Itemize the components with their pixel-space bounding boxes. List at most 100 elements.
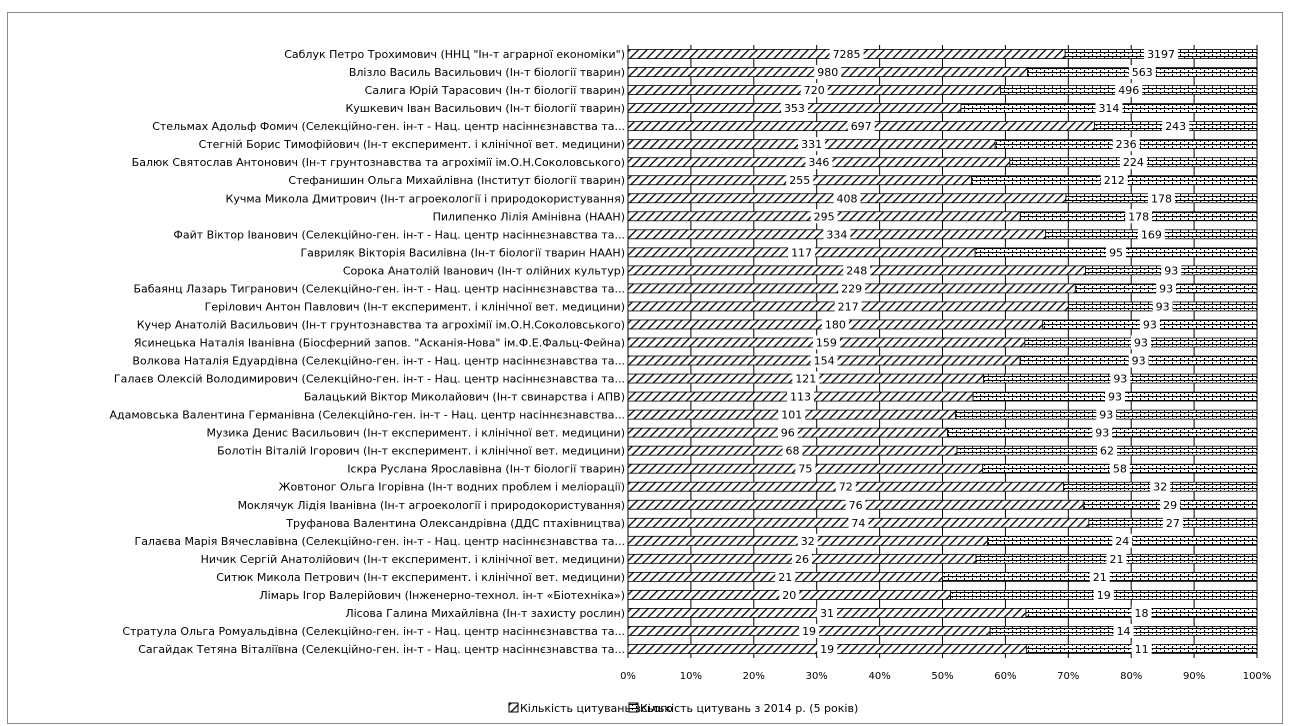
data-label-bg	[1096, 407, 1117, 422]
category-label: Галаєв Олексій Володимирович (Селекційно…	[114, 373, 625, 386]
data-label: 117	[791, 246, 812, 259]
data-label: 32	[801, 535, 815, 548]
data-label-bg	[788, 245, 816, 260]
data-label: 32	[1153, 481, 1167, 494]
data-label: 95	[1109, 246, 1123, 259]
category-label: Пилипенко Лілія Амінівна (НААН)	[433, 210, 625, 223]
x-tick-label: 40%	[868, 671, 890, 682]
data-label-bg	[1160, 497, 1181, 512]
data-label: 74	[851, 517, 865, 530]
data-label: 180	[825, 318, 846, 331]
x-tick-label: 20%	[743, 671, 765, 682]
data-label: 93	[1159, 282, 1173, 295]
category-label: Герілович Антон Павлович (Ін-т експериме…	[205, 300, 625, 313]
data-label: 217	[838, 300, 859, 313]
data-label: 58	[1113, 463, 1127, 476]
data-label-bg	[1150, 479, 1171, 494]
data-label-bg	[833, 191, 861, 206]
category-label: Балацький Віктор Миколайович (Ін-т свина…	[304, 391, 625, 404]
data-label: 93	[1134, 336, 1148, 349]
data-label-bg	[791, 551, 812, 566]
data-label-bg	[775, 569, 796, 584]
category-label: Ничик Сергій Анатолійович (Ін-т експерим…	[201, 553, 625, 566]
data-label-bg	[1119, 155, 1147, 170]
x-axis-ticks: 0% 10% 20% 30% 40% 50% 60% 70% 80% 90% 100%	[620, 671, 1271, 682]
data-label-bg	[805, 155, 833, 170]
data-label: 212	[1104, 174, 1125, 187]
x-tick-label: 10%	[680, 671, 702, 682]
data-label-bg	[778, 407, 806, 422]
data-label-bg	[1125, 209, 1153, 224]
data-label: 11	[1135, 643, 1149, 656]
category-label: Іскра Руслана Ярославівна (Ін-т біології…	[347, 463, 625, 476]
data-label: 178	[1151, 192, 1172, 205]
legend-label-recent: Кількість цитувань з 2014 р. (5 років)	[640, 702, 858, 715]
data-label-bg	[777, 425, 798, 440]
data-label-bg	[799, 623, 820, 638]
data-label: 96	[781, 427, 795, 440]
category-label: Кушкевич Іван Васильович (Ін-т біології …	[345, 102, 625, 115]
category-label: Музика Денис Васильович (Ін-т експеримен…	[206, 427, 625, 440]
data-label-bg	[1092, 425, 1113, 440]
category-label: Кучма Микола Дмитрович (Ін-т агроекологі…	[226, 192, 625, 205]
data-label: 21	[1093, 571, 1107, 584]
category-label: Балюк Святослав Антонович (Ін-т грунтозн…	[132, 156, 625, 169]
data-label: 14	[1117, 625, 1131, 638]
x-tick-label: 0%	[620, 671, 636, 682]
category-label: Ситюк Микола Петрович (Ін-т експеримент.…	[216, 571, 625, 584]
data-label-bg	[821, 317, 849, 332]
category-label: Стратула Ольга Ромуальдівна (Селекційно-…	[122, 625, 625, 638]
x-tick-label: 50%	[931, 671, 953, 682]
legend-swatch-total	[508, 702, 519, 713]
data-label: 334	[826, 228, 847, 241]
category-label: Жовтоног Ольга Ігорівна (Ін-т водних про…	[279, 481, 625, 494]
data-label-bg	[1130, 335, 1151, 350]
data-label-bg	[1106, 245, 1127, 260]
data-label: 62	[1100, 445, 1114, 458]
x-tick-label: 70%	[1057, 671, 1079, 682]
category-label: Болотін Віталій Ігорович (Ін-т експериме…	[217, 445, 625, 458]
data-label: 563	[1132, 66, 1153, 79]
data-label-bg	[1128, 65, 1156, 80]
data-label: 248	[846, 264, 867, 277]
data-label-bg	[843, 263, 871, 278]
data-label: 295	[814, 210, 835, 223]
category-label: Стегній Борис Тимофійович (Ін-т експерим…	[199, 138, 625, 151]
gridlines	[627, 45, 1258, 658]
data-label: 3197	[1147, 48, 1175, 61]
data-label-bg	[800, 83, 828, 98]
data-label-bg	[812, 335, 840, 350]
data-label-bg	[1110, 371, 1131, 386]
data-label: 19	[1097, 589, 1111, 602]
data-label-bg	[1115, 83, 1143, 98]
data-label: 21	[778, 571, 792, 584]
data-label-bg	[1089, 569, 1110, 584]
category-labels: Саблук Петро Трохимович (ННЦ "Ін-т аграр…	[109, 48, 625, 656]
data-label: 26	[795, 553, 809, 566]
bars: 7285 3197 980 563 720 496 353 314 697 243 331 236 34…	[627, 47, 1258, 656]
data-label-bg	[1100, 173, 1128, 188]
data-label-bg	[1162, 119, 1190, 134]
category-label: Кучер Анатолій Васильович (Ін-т грунтозн…	[137, 318, 625, 331]
data-label-bg	[798, 137, 826, 152]
category-label: Стефанишин Ольга Михайлівна (Інститут бі…	[288, 174, 625, 187]
x-tick-label: 60%	[994, 671, 1016, 682]
category-label: Галаєва Марія Вячеславівна (Селекційно-г…	[134, 535, 625, 548]
data-label-bg	[1105, 389, 1126, 404]
data-label: 20	[782, 589, 796, 602]
x-tick-label: 30%	[806, 671, 828, 682]
data-label-bg	[1112, 533, 1133, 548]
data-label: 353	[784, 102, 805, 115]
data-label-bg	[787, 389, 815, 404]
data-label: 72	[839, 481, 853, 494]
data-label-bg	[829, 47, 864, 62]
data-label: 93	[1143, 318, 1157, 331]
category-label: Стельмах Адольф Фомич (Селекційно-ген. і…	[152, 120, 625, 133]
category-label: Саблук Петро Трохимович (ННЦ "Ін-т аграр…	[284, 48, 625, 61]
data-label-bg	[810, 209, 838, 224]
data-label-bg	[845, 497, 866, 512]
data-label-bg	[1139, 317, 1160, 332]
data-label: 75	[798, 463, 812, 476]
data-label-bg	[848, 515, 869, 530]
